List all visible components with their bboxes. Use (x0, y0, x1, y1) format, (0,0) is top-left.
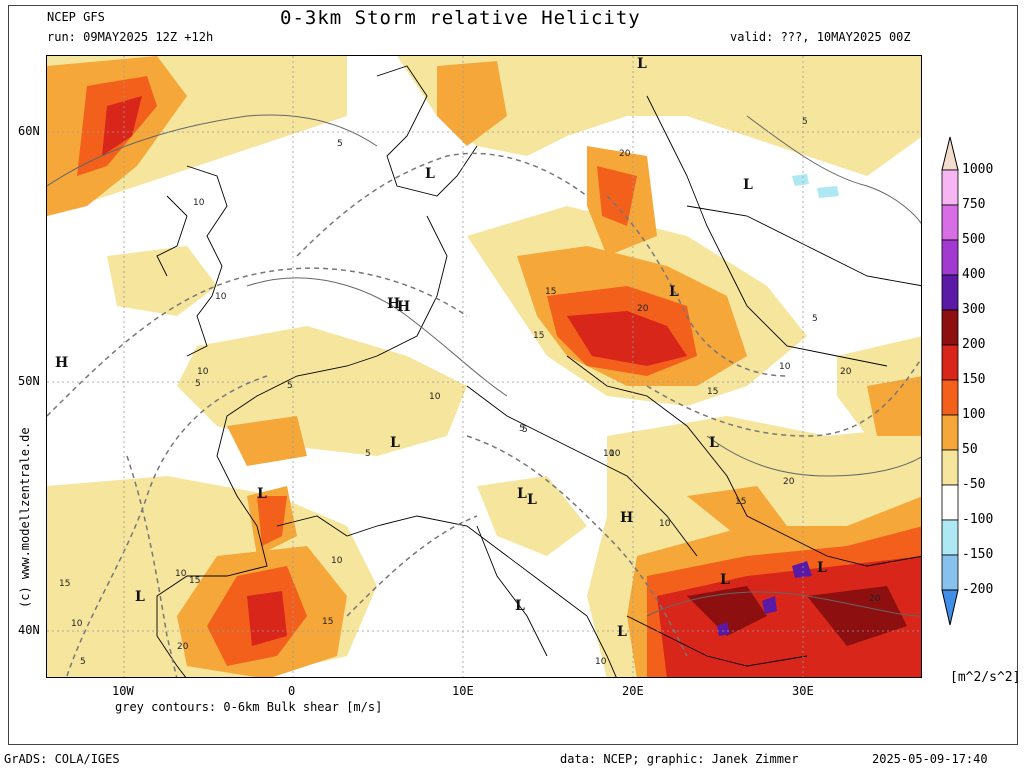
colorbar-step (942, 310, 958, 345)
colorbar (940, 135, 960, 635)
contour-value: 5 (287, 381, 293, 391)
copyright-vertical: (c) www.modellzentrale.de (18, 427, 32, 608)
contour-value: 15 (735, 497, 746, 507)
lon-label-20e: 20E (622, 684, 644, 698)
contour-value: 10 (197, 367, 209, 377)
colorbar-tick-label: 500 (962, 232, 985, 247)
pressure-high: H (397, 299, 410, 315)
contour-value: 5 (519, 424, 525, 434)
contour-value: 5 (365, 449, 371, 459)
contour-value: 20 (637, 304, 649, 314)
colorbar-step (942, 240, 958, 275)
colorbar-top-cap (942, 137, 958, 170)
contour-note: grey contours: 0-6km Bulk shear [m/s] (115, 700, 382, 714)
lat-label-50n: 50N (18, 374, 40, 388)
valid-time: valid: ???, 10MAY2025 00Z (730, 30, 911, 44)
helicity-map: L L H H L L L L H L L L L L L L L H 5 10… (46, 55, 922, 678)
model-name: NCEP GFS (47, 10, 105, 24)
run-info: run: 09MAY2025 12Z +12h (47, 30, 213, 44)
contour-value: 20 (869, 594, 881, 604)
contour-value: 15 (545, 287, 556, 297)
colorbar-tick-label: 750 (962, 197, 985, 212)
contour-value: 10 (215, 292, 227, 302)
footer-timestamp: 2025-05-09-17:40 (872, 752, 988, 766)
colorbar-tick-label: 300 (962, 302, 985, 317)
contour-value: 10 (175, 569, 187, 579)
colorbar-tick-label: 200 (962, 337, 985, 352)
pressure-low: L (720, 572, 730, 588)
lon-label-30e: 30E (792, 684, 814, 698)
contour-value: 5 (337, 139, 343, 149)
colorbar-step (942, 485, 958, 520)
contour-value: 15 (707, 387, 718, 397)
colorbar-step (942, 275, 958, 310)
colorbar-tick-label: -50 (962, 477, 985, 492)
map-canvas: L L H H L L L L H L L L L L L L L H 5 10… (47, 56, 922, 678)
pressure-low: L (390, 435, 400, 451)
colorbar-step (942, 345, 958, 380)
contour-value: 5 (812, 314, 818, 324)
colorbar-tick-label: -150 (962, 547, 993, 562)
pressure-low: L (527, 492, 537, 508)
contour-value: 20 (840, 367, 852, 377)
pressure-low: L (817, 560, 827, 576)
contour-value: 10 (331, 556, 343, 566)
contour-value: 10 (429, 392, 441, 402)
footer-credits: data: NCEP; graphic: Janek Zimmer (560, 752, 798, 766)
colorbar-step (942, 380, 958, 415)
contour-value: 10 (71, 619, 83, 629)
colorbar-blocks (942, 170, 958, 590)
pressure-low: L (709, 435, 719, 451)
pressure-low: L (743, 177, 753, 193)
contour-value: 10 (779, 362, 791, 372)
pressure-low: L (425, 166, 435, 182)
footer-software: GrADS: COLA/IGES (4, 752, 120, 766)
pressure-low: L (637, 56, 647, 72)
colorbar-tick-label: 50 (962, 442, 978, 457)
pressure-low: L (517, 486, 527, 502)
colorbar-tick-label: 1000 (962, 162, 993, 177)
contour-value: 10 (659, 519, 671, 529)
colorbar-tick-label: 400 (962, 267, 985, 282)
pressure-low: L (257, 486, 267, 502)
colorbar-tick-label: -100 (962, 512, 993, 527)
colorbar-bottom-cap (942, 590, 958, 625)
lon-label-10w: 10W (112, 684, 134, 698)
contour-value: 10 (595, 657, 607, 667)
lat-label-60n: 60N (18, 124, 40, 138)
colorbar-tick-label: -200 (962, 582, 993, 597)
colorbar-step (942, 555, 958, 590)
contour-value: 10 (609, 449, 621, 459)
helicity-fill-negative (792, 174, 839, 198)
contour-value: 15 (322, 617, 333, 627)
colorbar-unit: [m^2/s^2] (950, 670, 1020, 685)
pressure-low: L (617, 624, 627, 640)
contour-value: 15 (189, 576, 200, 586)
pressure-high: H (620, 510, 633, 526)
pressure-low: L (515, 598, 525, 614)
lat-label-40n: 40N (18, 623, 40, 637)
contour-value: 20 (783, 477, 795, 487)
lon-label-10e: 10E (452, 684, 474, 698)
chart-title: 0-3km Storm relative Helicity (280, 7, 641, 29)
contour-value: 15 (59, 579, 70, 589)
colorbar-step (942, 520, 958, 555)
contour-value: 15 (533, 331, 544, 341)
colorbar-step (942, 170, 958, 205)
lon-label-0: 0 (288, 684, 295, 698)
contour-value: 5 (802, 117, 808, 127)
contour-value: 10 (193, 198, 205, 208)
pressure-low: L (669, 284, 679, 300)
pressure-high: H (55, 355, 68, 371)
contour-value: 5 (80, 657, 86, 667)
pressure-low: L (135, 589, 145, 605)
colorbar-step (942, 450, 958, 485)
colorbar-tick-label: 150 (962, 372, 985, 387)
contour-value: 5 (195, 379, 201, 389)
colorbar-step (942, 415, 958, 450)
contour-value: 20 (177, 642, 189, 652)
contour-value: 20 (619, 149, 631, 159)
colorbar-tick-label: 100 (962, 407, 985, 422)
colorbar-step (942, 205, 958, 240)
